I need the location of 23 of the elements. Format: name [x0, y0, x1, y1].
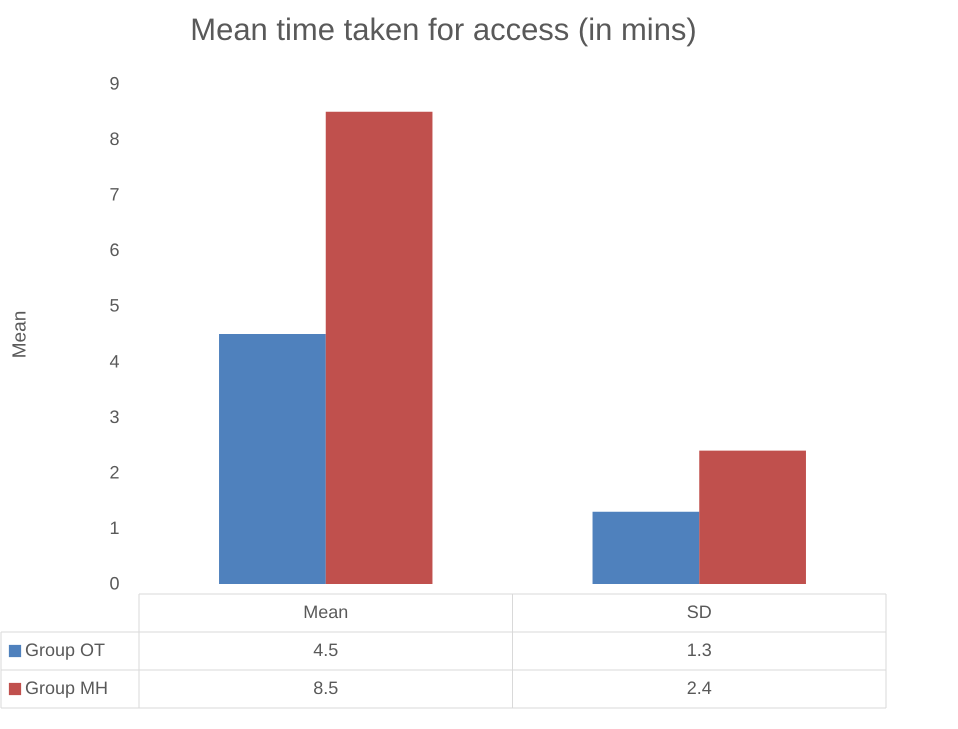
data-label: 1.3 — [686, 640, 712, 660]
y-tick-label: 2 — [109, 462, 120, 482]
legend-label: Group OT — [25, 640, 106, 660]
bar — [592, 512, 700, 584]
data-label: 4.5 — [313, 640, 338, 660]
bar — [219, 334, 326, 584]
bar — [699, 450, 806, 584]
chart-title: Mean time taken for access (in mins) — [190, 12, 697, 47]
y-tick-label: 5 — [109, 296, 120, 316]
data-label: 8.5 — [313, 678, 338, 698]
y-tick-label: 6 — [109, 240, 120, 260]
y-tick-label: 0 — [109, 574, 120, 594]
y-tick-label: 1 — [109, 518, 120, 538]
x-tick-label: SD — [686, 602, 712, 622]
y-tick-label: 7 — [109, 184, 120, 205]
y-tick-label: 4 — [109, 351, 120, 372]
data-label: 2.4 — [686, 678, 712, 698]
y-axis-title: Mean — [9, 310, 30, 358]
y-tick-label: 3 — [109, 406, 120, 427]
y-tick-label: 8 — [109, 129, 120, 150]
y-tick-label: 9 — [109, 74, 120, 94]
legend-label: Group MH — [25, 678, 108, 698]
bar — [326, 112, 432, 584]
